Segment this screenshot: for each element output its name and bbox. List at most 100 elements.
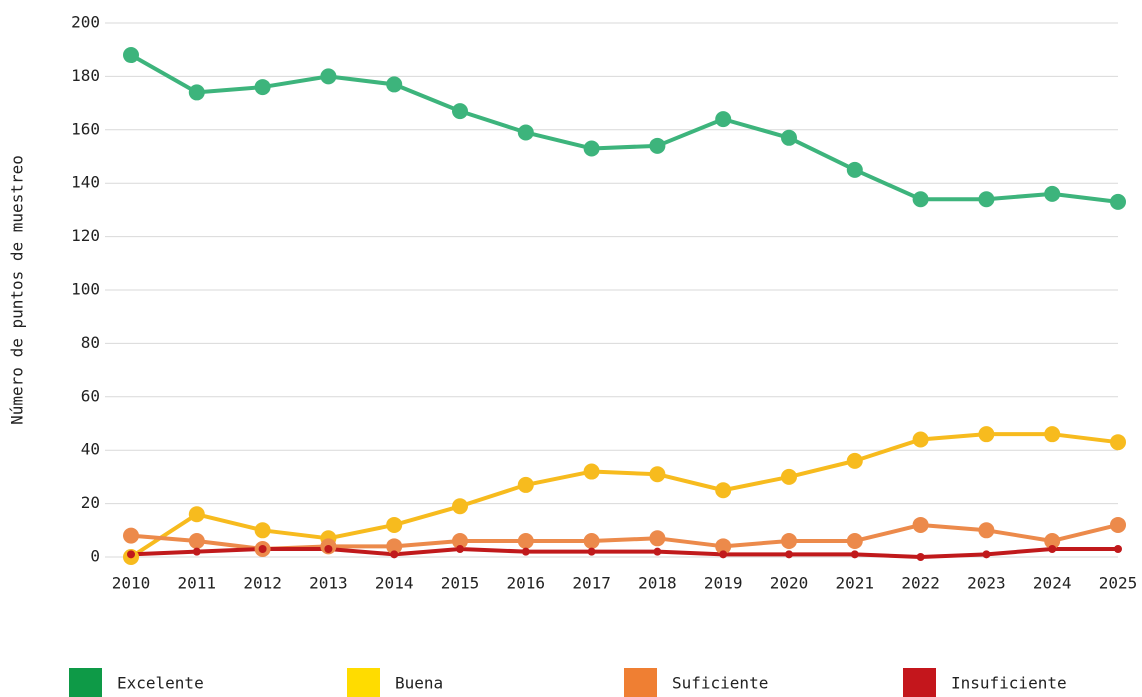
data-point	[386, 516, 403, 533]
legend-swatch	[624, 668, 657, 697]
series-line	[130, 546, 1118, 559]
data-point	[653, 547, 662, 556]
data-point	[452, 498, 468, 515]
y-tick-label: 80	[81, 333, 100, 352]
data-point	[715, 538, 732, 555]
data-point	[254, 522, 271, 539]
data-point	[982, 550, 991, 559]
y-tick-label: 200	[71, 13, 100, 32]
data-point	[1110, 193, 1126, 210]
data-point	[452, 532, 468, 549]
data-point	[583, 532, 600, 549]
data-point	[127, 550, 135, 559]
y-tick-label: 40	[81, 440, 100, 459]
y-tick-label: 180	[71, 66, 100, 85]
y-tick-label: 0	[90, 547, 100, 566]
data-point	[1114, 544, 1122, 553]
y-tick-label: 20	[81, 493, 100, 512]
series-line	[130, 522, 1119, 551]
x-tick-label: 2017	[572, 574, 611, 593]
x-tick-label: 2021	[836, 574, 875, 593]
legend-label: Excelente	[117, 674, 204, 693]
x-tick-label: 2019	[704, 574, 743, 593]
data-point	[192, 547, 201, 556]
data-point	[258, 544, 267, 553]
y-tick-label: 100	[71, 280, 100, 299]
data-point	[912, 191, 929, 208]
data-point	[123, 527, 139, 544]
data-point	[188, 84, 205, 101]
data-point	[916, 553, 925, 561]
data-point	[1044, 532, 1061, 549]
x-tick-label: 2013	[309, 574, 348, 593]
legend-swatch	[347, 668, 380, 697]
data-point	[452, 103, 468, 120]
data-point	[649, 530, 666, 547]
x-tick-label: 2023	[967, 574, 1006, 593]
data-point	[978, 522, 995, 539]
data-point	[1044, 185, 1061, 202]
data-point	[850, 550, 859, 559]
data-point	[254, 79, 271, 96]
x-tick-label: 2022	[901, 574, 940, 593]
data-point	[781, 532, 797, 549]
data-point	[386, 538, 403, 555]
x-tick-label: 2024	[1033, 574, 1072, 593]
x-tick-label: 2025	[1099, 574, 1138, 593]
y-axis-label: Número de puntos de muestreo	[8, 155, 27, 425]
data-point	[846, 532, 863, 549]
x-tick-label: 2011	[178, 574, 217, 593]
data-point	[517, 532, 534, 549]
x-tick-label: 2020	[770, 574, 809, 593]
data-point	[715, 111, 732, 128]
data-point	[649, 466, 666, 483]
y-tick-label: 60	[81, 386, 100, 405]
data-point	[912, 431, 929, 448]
data-point	[188, 532, 205, 549]
data-point	[785, 550, 793, 559]
data-point	[517, 124, 534, 141]
x-tick-label: 2010	[112, 574, 151, 593]
data-point	[715, 482, 732, 499]
data-point	[1044, 426, 1061, 443]
data-point	[521, 547, 530, 556]
legend-label: Buena	[395, 674, 443, 693]
data-point	[781, 129, 797, 146]
data-point	[456, 544, 464, 553]
x-tick-label: 2015	[441, 574, 480, 593]
data-point	[846, 452, 863, 469]
data-point	[1048, 544, 1057, 553]
data-point	[846, 161, 863, 178]
x-tick-label: 2016	[507, 574, 546, 593]
legend-label: Suficiente	[672, 674, 768, 693]
data-point	[912, 516, 929, 533]
data-point	[583, 463, 600, 480]
legend-swatch	[903, 668, 936, 697]
data-point	[188, 506, 205, 523]
y-tick-label: 160	[71, 119, 100, 138]
data-point	[1110, 434, 1126, 451]
data-point	[320, 68, 337, 85]
legend-label: Insuficiente	[951, 674, 1067, 693]
data-point	[386, 76, 403, 93]
y-tick-label: 140	[71, 173, 100, 192]
data-point	[390, 550, 399, 559]
x-tick-label: 2014	[375, 574, 414, 593]
x-tick-label: 2012	[243, 574, 282, 593]
data-point	[978, 191, 995, 208]
data-point	[978, 426, 995, 443]
data-point	[719, 550, 728, 559]
data-point	[583, 140, 600, 157]
data-point	[324, 544, 333, 553]
data-point	[517, 476, 534, 493]
data-point	[123, 47, 139, 64]
legend-swatch	[69, 668, 102, 697]
data-point	[1110, 516, 1126, 533]
y-tick-label: 120	[71, 226, 100, 245]
series-line	[130, 53, 1119, 204]
data-point	[587, 547, 596, 556]
data-point	[649, 137, 666, 154]
x-tick-label: 2018	[638, 574, 677, 593]
data-point	[781, 468, 797, 485]
